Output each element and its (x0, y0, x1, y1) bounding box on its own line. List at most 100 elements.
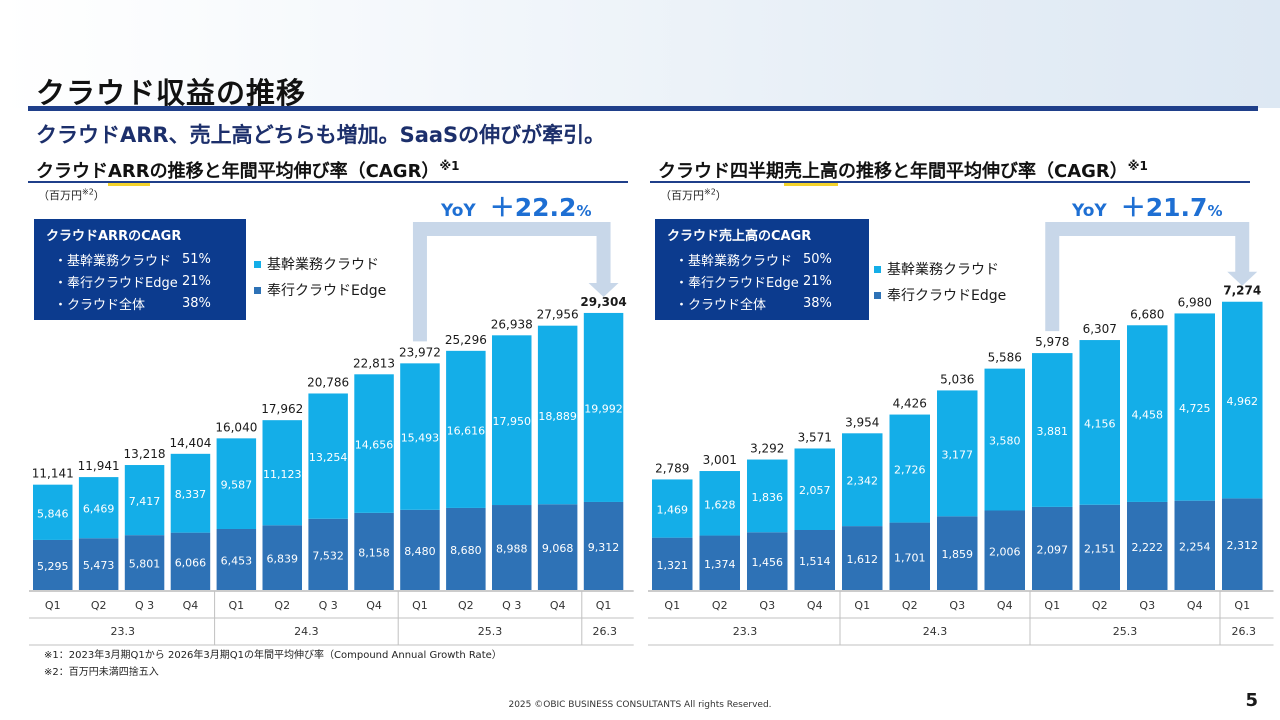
right-yoy-arrowhead (1227, 271, 1258, 286)
left-yoy-label: YoY (441, 201, 476, 221)
left-bar-bugyo (170, 532, 211, 590)
left-bar-kikan (78, 477, 119, 539)
left-bar-bugyo (400, 509, 440, 590)
left-cagr-title: クラウドARRのCAGR (46, 229, 182, 244)
left-bar-kikan (308, 393, 348, 519)
right-category-label: Q3 (949, 599, 965, 612)
right-bar-kikan (984, 368, 1025, 511)
left-kikan-label: 7,417 (129, 495, 161, 508)
left-kikan-label: 16,616 (447, 424, 486, 437)
right-title-highlight: 売上高 (784, 161, 838, 186)
left-category-label: Q1 (412, 599, 428, 612)
right-kikan-label: 1,836 (752, 491, 784, 504)
left-total-label: 17,962 (261, 402, 303, 416)
right-cagr-value: 21% (803, 273, 832, 289)
right-kikan-label: 1,628 (704, 498, 736, 511)
left-total-label: 11,141 (32, 467, 74, 481)
right-cagr-row: ・クラウド全体 38% (667, 292, 857, 314)
left-bar-bugyo (124, 535, 165, 590)
right-category-label: Q2 (1092, 599, 1108, 612)
left-kikan-label: 6,469 (83, 503, 115, 516)
left-bar-kikan (537, 325, 578, 505)
left-kikan-label: 15,493 (401, 432, 440, 445)
left-cagr-label: ・奉行クラウドEdge (54, 275, 178, 291)
right-kikan-label: 3,177 (942, 448, 974, 461)
left-bar-kikan (262, 420, 302, 526)
right-bugyo-label: 1,456 (752, 556, 784, 569)
left-kikan-label: 11,123 (263, 468, 302, 481)
legend-swatch (254, 286, 261, 294)
right-bar-kikan (1079, 340, 1120, 505)
right-bugyo-label: 2,254 (1179, 540, 1211, 553)
right-bugyo-label: 1,374 (704, 558, 736, 571)
left-year-label: 25.3 (478, 625, 503, 638)
left-bar-bugyo (492, 505, 532, 590)
right-category-label: Q1 (854, 599, 870, 612)
legend-swatch (874, 265, 881, 273)
legend-label: 基幹業務クラウド (267, 257, 379, 273)
right-total-label: 3,571 (798, 430, 832, 444)
right-kikan-label: 2,057 (799, 484, 831, 497)
left-bugyo-label: 5,473 (83, 559, 115, 572)
left-year-label: 26.3 (593, 625, 618, 638)
left-bar-kikan (170, 453, 211, 533)
page-title: クラウド収益の推移 (36, 76, 307, 110)
left-total-label: 23,972 (399, 345, 441, 359)
left-total-label: 26,938 (491, 317, 533, 331)
right-category-label: Q1 (1044, 599, 1060, 612)
right-kikan-label: 3,881 (1037, 425, 1069, 438)
right-bugyo-label: 2,151 (1084, 542, 1116, 555)
right-category-label: Q4 (1187, 599, 1203, 612)
right-total-label: 2,789 (655, 461, 689, 475)
right-kikan-label: 4,725 (1179, 402, 1211, 415)
right-yoy-value: ＋21.7 (1120, 193, 1208, 222)
right-total-label: 4,426 (893, 397, 927, 411)
left-total-label: 13,218 (124, 447, 166, 461)
right-cagr-title: クラウド売上高のCAGR (667, 229, 812, 244)
left-cagr-value: 51% (182, 251, 211, 267)
left-yoy-pct: % (576, 202, 592, 220)
right-category-label: Q1 (664, 599, 680, 612)
right-yoy-label: YoY (1072, 201, 1107, 221)
left-bar-kikan (124, 465, 165, 536)
left-category-label: Q2 (458, 599, 474, 612)
footnotes: ※1：2023年3月期Q1から 2026年3月期Q1の年間平均伸び率（Compo… (44, 647, 502, 681)
legend-item-bugyo: 奉行クラウドEdge (874, 282, 1006, 308)
right-bar-kikan (1032, 353, 1073, 507)
right-kikan-label: 1,469 (657, 504, 689, 517)
right-category-label: Q4 (807, 599, 823, 612)
footnote-1: ※1：2023年3月期Q1から 2026年3月期Q1の年間平均伸び率（Compo… (44, 650, 502, 661)
left-total-label: 11,941 (78, 459, 120, 473)
left-bar-bugyo (262, 525, 302, 590)
right-kikan-label: 2,342 (847, 475, 879, 488)
right-yoy-bracket (1045, 222, 1250, 332)
right-category-label: Q3 (759, 599, 775, 612)
right-cagr-row: ・奉行クラウドEdge 21% (667, 270, 857, 292)
right-cagr-row: ・基幹業務クラウド 50% (667, 248, 857, 270)
left-kikan-label: 18,889 (538, 410, 577, 423)
left-category-label: Q 3 (135, 599, 154, 612)
right-bar-bugyo (842, 526, 883, 590)
left-legend: 基幹業務クラウド 奉行クラウドEdge (254, 251, 386, 303)
left-bar-kikan (354, 374, 394, 513)
right-total-label: 3,001 (703, 453, 737, 467)
left-kikan-label: 14,656 (355, 439, 394, 452)
right-bar-bugyo (1079, 504, 1120, 590)
left-title-highlight: ARR (108, 161, 150, 186)
right-bar-kikan (652, 479, 693, 538)
right-cagr-label: ・基幹業務クラウド (675, 253, 793, 269)
right-kikan-label: 4,156 (1084, 417, 1116, 430)
left-bugyo-label: 7,532 (312, 549, 344, 562)
left-bugyo-label: 8,680 (450, 544, 482, 557)
legend-label: 奉行クラウドEdge (267, 283, 387, 299)
right-total-label: 6,307 (1083, 322, 1117, 336)
right-year-label: 25.3 (1113, 625, 1138, 638)
right-category-label: Q4 (997, 599, 1013, 612)
right-bar-kikan (1222, 301, 1263, 499)
right-bugyo-label: 2,006 (989, 545, 1021, 558)
left-bugyo-label: 8,158 (358, 546, 390, 559)
left-kikan-label: 5,846 (37, 507, 69, 520)
right-total-label: 7,274 (1223, 284, 1261, 298)
right-unit-note: ※2 (704, 187, 716, 197)
header-band (0, 0, 1280, 108)
